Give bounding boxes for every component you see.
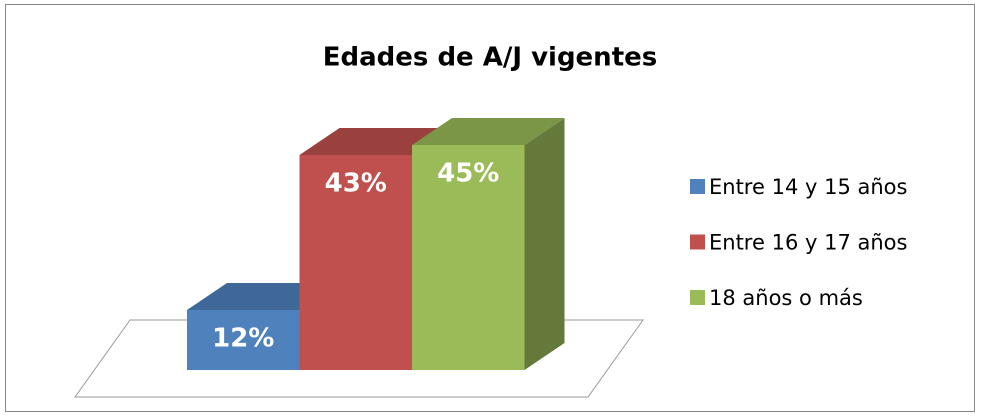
legend-swatch xyxy=(690,290,705,305)
legend-swatch xyxy=(690,234,705,250)
legend-label: 18 años o más xyxy=(709,286,863,310)
legend-label: Entre 14 y 15 años xyxy=(709,175,907,199)
bar xyxy=(187,310,300,370)
bar xyxy=(412,145,525,370)
data-label: 12% xyxy=(212,324,274,354)
legend-swatch xyxy=(690,179,705,194)
data-label: 45% xyxy=(437,159,499,189)
data-label: 43% xyxy=(325,169,387,199)
bar-side xyxy=(524,118,565,370)
bar-top xyxy=(412,118,565,145)
bar xyxy=(299,155,412,370)
chart-title: Edades de A/J vigentes xyxy=(323,43,657,73)
legend-label: Entre 16 y 17 años xyxy=(709,231,907,255)
